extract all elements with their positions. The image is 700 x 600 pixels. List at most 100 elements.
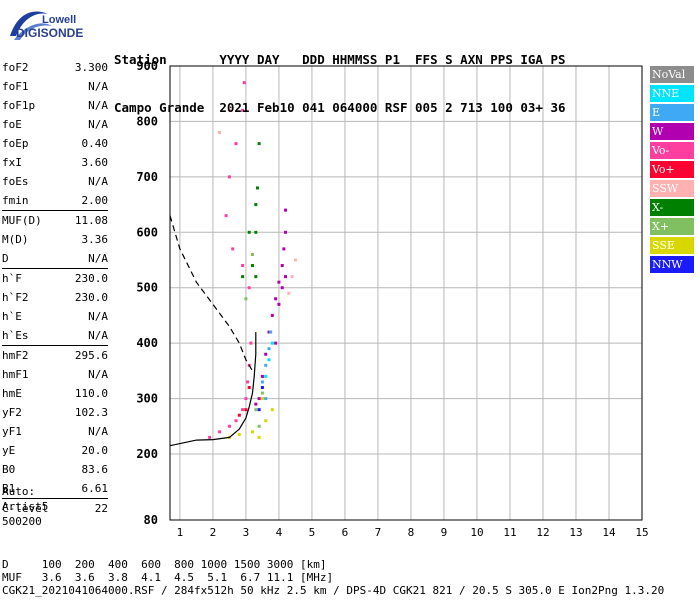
- true-height-profile: [169, 332, 257, 447]
- x-tick-label: 1: [177, 526, 184, 539]
- point-sse: [264, 419, 268, 423]
- param-value: 102.3: [74, 406, 108, 419]
- param-value: 6.61: [81, 482, 109, 495]
- param-label: foEp: [2, 137, 29, 150]
- param-row: yE 20.0: [2, 441, 108, 460]
- param-label: h`E: [2, 310, 22, 323]
- x-tick-label: 2: [210, 526, 217, 539]
- point-x-: [241, 275, 245, 279]
- param-row: foEs N/A: [2, 172, 108, 191]
- point-sse: [257, 435, 261, 439]
- param-label: foE: [2, 118, 22, 131]
- point-x-: [254, 230, 258, 234]
- point-x-: [255, 186, 259, 190]
- point-vo-: [241, 408, 245, 412]
- point-vo-: [246, 380, 250, 384]
- legend-item-vo-: Vo-: [650, 142, 694, 159]
- point-vo-: [242, 81, 246, 85]
- param-value: 11.08: [74, 214, 108, 227]
- y-tick-label: 800: [136, 114, 158, 128]
- param-label: foF2: [2, 61, 29, 74]
- x-tick-label: 5: [309, 526, 316, 539]
- point-w: [270, 313, 274, 317]
- param-label: yE: [2, 444, 16, 457]
- autoscaling-info: Auto: Artist5 500200: [2, 484, 48, 529]
- point-vo-: [247, 286, 251, 290]
- auto-program: Artist5: [2, 500, 49, 513]
- point-nne: [270, 341, 274, 345]
- footer-muf-row: MUF 3.6 3.6 3.8 4.1 4.5 5.1 6.7 11.1 [MH…: [2, 571, 334, 584]
- param-label: yF2: [2, 406, 22, 419]
- param-row: hmE 110.0: [2, 384, 108, 403]
- param-row: h`Es N/A: [2, 326, 108, 345]
- station-header: Station YYYY DAY DDD HHMMSS P1 FFS S AXN…: [114, 20, 566, 132]
- legend-item-noval: NoVal: [650, 66, 694, 83]
- muf-curve: [169, 215, 254, 372]
- param-row: fxI 3.60: [2, 153, 108, 172]
- point-nnw: [257, 408, 261, 412]
- point-x-: [244, 297, 248, 301]
- legend-item-vo-: Vo+: [650, 161, 694, 178]
- point-w: [274, 341, 278, 345]
- point-nnw: [260, 385, 264, 389]
- x-tick-label: 7: [375, 526, 382, 539]
- param-row: yF2 102.3: [2, 403, 108, 422]
- param-label: fmin: [2, 194, 29, 207]
- legend-item-x-: X-: [650, 199, 694, 216]
- param-row: yF1 N/A: [2, 422, 108, 441]
- point-x-: [257, 142, 261, 146]
- plot-points: [208, 81, 297, 439]
- legend-item-nne: NNE: [650, 85, 694, 102]
- point-w: [254, 402, 258, 406]
- param-value: 2.00: [81, 194, 109, 207]
- y-tick-label: 700: [136, 170, 158, 184]
- legend-item-w: W: [650, 123, 694, 140]
- footer-distance-row: D 100 200 400 600 800 1000 1500 3000 [km…: [2, 558, 327, 571]
- digisonde-logo: Lowell DIGISONDE: [4, 6, 104, 44]
- param-value: 110.0: [74, 387, 108, 400]
- x-tick-label: 10: [470, 526, 483, 539]
- param-value: N/A: [88, 425, 108, 438]
- param-label: M(D): [2, 233, 29, 246]
- logo-digisonde-text: DIGISONDE: [16, 26, 84, 40]
- point-x-: [254, 408, 258, 412]
- logo-swoosh-icon: [10, 11, 52, 40]
- param-row: foF1p N/A: [2, 96, 108, 115]
- param-row: M(D) 3.36: [2, 230, 108, 249]
- point-vo-: [247, 385, 251, 389]
- point-sse: [270, 408, 274, 412]
- param-separator: [2, 268, 108, 269]
- param-value: 0.40: [81, 137, 109, 150]
- param-value: N/A: [88, 329, 108, 342]
- point-vo-: [231, 247, 235, 251]
- point-vo-: [224, 214, 228, 218]
- point-w: [284, 275, 288, 279]
- param-label: foEs: [2, 175, 29, 188]
- param-label: h`Es: [2, 329, 29, 342]
- y-tick-label: 80: [144, 513, 158, 527]
- param-row: B0 83.6: [2, 460, 108, 479]
- param-separator: [2, 210, 108, 211]
- point-vo-: [244, 408, 248, 412]
- point-ssw: [290, 275, 294, 279]
- param-value: 83.6: [81, 463, 109, 476]
- header-values: Campo Grande 2021 Feb10 041 064000 RSF 0…: [114, 100, 566, 115]
- point-vo-: [227, 424, 231, 428]
- param-label: fxI: [2, 156, 22, 169]
- param-row: h`F2 230.0: [2, 288, 108, 307]
- point-e: [264, 363, 268, 367]
- point-w: [280, 286, 284, 290]
- point-w: [274, 297, 278, 301]
- param-label: h`F2: [2, 291, 29, 304]
- param-label: foF1: [2, 80, 29, 93]
- point-vo-: [218, 430, 222, 434]
- x-tick-label: 3: [243, 526, 250, 539]
- param-row: MUF(D) 11.08: [2, 211, 108, 230]
- param-value: 3.36: [81, 233, 109, 246]
- param-value: 230.0: [74, 272, 108, 285]
- param-value: N/A: [88, 80, 108, 93]
- y-tick-label: 400: [136, 336, 158, 350]
- param-label: hmF2: [2, 349, 29, 362]
- auto-code: 500200: [2, 515, 42, 528]
